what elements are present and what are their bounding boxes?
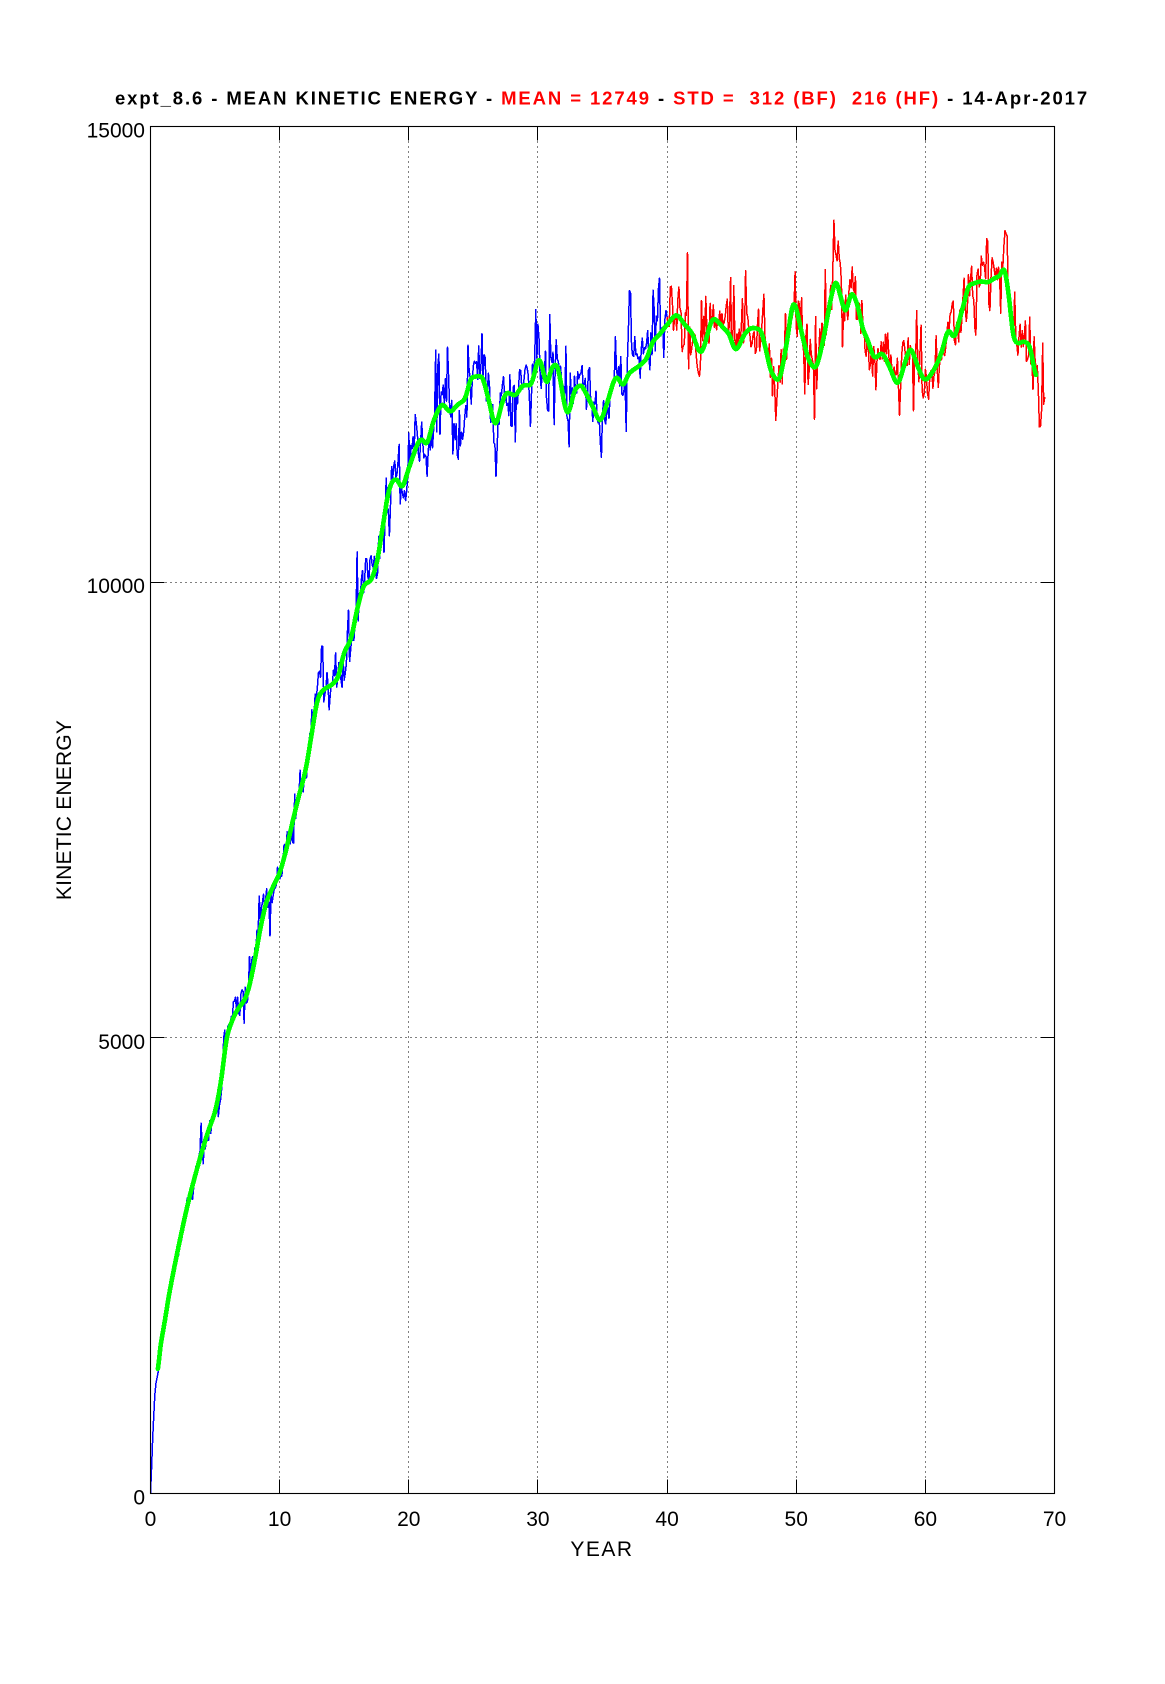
svg-text:YEAR: YEAR [570, 1538, 633, 1561]
svg-text:10000: 10000 [87, 575, 145, 598]
svg-text:40: 40 [655, 1508, 678, 1531]
svg-text:60: 60 [914, 1508, 937, 1531]
svg-text:70: 70 [1043, 1508, 1066, 1531]
svg-text:20: 20 [397, 1508, 420, 1531]
svg-text:0: 0 [145, 1508, 157, 1531]
svg-text:15000: 15000 [87, 120, 145, 143]
svg-text:50: 50 [785, 1508, 808, 1531]
svg-text:10: 10 [268, 1508, 291, 1531]
svg-text:30: 30 [526, 1508, 549, 1531]
svg-text:expt_8.6 - MEAN KINETIC ENERGY: expt_8.6 - MEAN KINETIC ENERGY - MEAN = … [115, 88, 1089, 109]
svg-text:5000: 5000 [98, 1031, 145, 1054]
svg-text:KINETIC ENERGY: KINETIC ENERGY [53, 720, 76, 900]
svg-text:0: 0 [133, 1487, 145, 1510]
